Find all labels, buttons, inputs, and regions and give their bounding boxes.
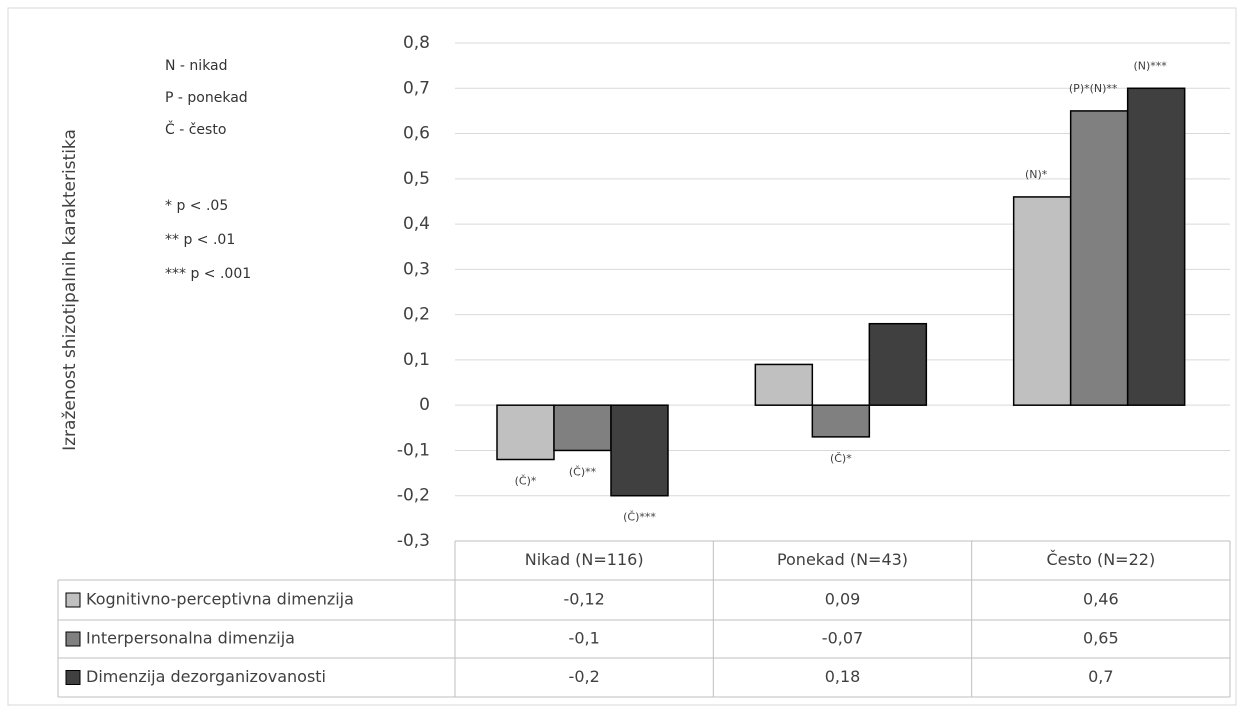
y-tick-label: 0,7: [403, 78, 430, 98]
legend-swatch: [65, 592, 81, 608]
y-tick-label: 0,1: [403, 350, 430, 370]
note: * p < .05: [165, 198, 228, 214]
chart-frame: [7, 7, 1237, 706]
y-tick-label: 0,6: [403, 124, 430, 144]
annotation: (Č)*: [515, 475, 537, 488]
legend-label: Dimenzija dezorganizovanosti: [86, 667, 326, 686]
y-tick-label: -0,1: [397, 440, 430, 460]
note: P - ponekad: [165, 90, 248, 106]
y-tick-label: 0,3: [403, 259, 430, 279]
bar: [1012, 196, 1072, 406]
annotation: (N)***: [1134, 59, 1168, 72]
table-value: -0,12: [563, 590, 604, 609]
annotation: (Č)*: [830, 452, 852, 465]
table-value: -0,07: [822, 629, 863, 648]
y-tick-label: -0,3: [397, 531, 430, 551]
y-axis-label: Izraženost shizotipalnih karakteristika: [60, 129, 80, 451]
y-tick-label: 0,4: [403, 214, 430, 234]
bar: [610, 404, 669, 497]
legend-label: Interpersonalna dimenzija: [86, 629, 295, 648]
annotation: (P)*(N)**: [1069, 82, 1118, 95]
table-value: 0,18: [825, 667, 861, 686]
y-tick-label: 0,5: [403, 169, 430, 189]
x-tick-label: Često (N=22): [1046, 550, 1155, 569]
bar: [553, 404, 612, 452]
bar: [754, 363, 814, 406]
legend-swatch: [65, 631, 81, 647]
table-value: 0,46: [1083, 590, 1119, 609]
x-tick-label: Ponekad (N=43): [777, 550, 908, 569]
table-value: 0,7: [1088, 667, 1113, 686]
bar: [1069, 110, 1129, 406]
note: ** p < .01: [165, 232, 235, 248]
x-tick-label: Nikad (N=116): [525, 550, 644, 569]
legend-swatch: [65, 670, 81, 685]
annotation: (Č)**: [569, 465, 597, 478]
table-value: 0,65: [1083, 629, 1119, 648]
bar: [1126, 87, 1186, 406]
legend-label: Kognitivno-perceptivna dimenzija: [86, 590, 354, 609]
y-tick-label: -0,2: [397, 486, 430, 506]
table-value: 0,09: [825, 590, 861, 609]
bar: [496, 404, 555, 461]
y-tick-label: 0,2: [403, 305, 430, 325]
table-value: -0,2: [569, 667, 600, 686]
table-value: -0,1: [569, 629, 600, 648]
annotation: (Č)***: [623, 511, 656, 524]
y-tick-label: 0,8: [403, 33, 430, 53]
bar: [868, 322, 928, 406]
annotation: (N)*: [1025, 168, 1048, 181]
note: N - nikad: [165, 58, 228, 74]
note: *** p < .001: [165, 266, 251, 282]
bar: [811, 404, 871, 438]
note: Č - često: [165, 120, 226, 138]
y-tick-label: 0: [419, 395, 430, 415]
